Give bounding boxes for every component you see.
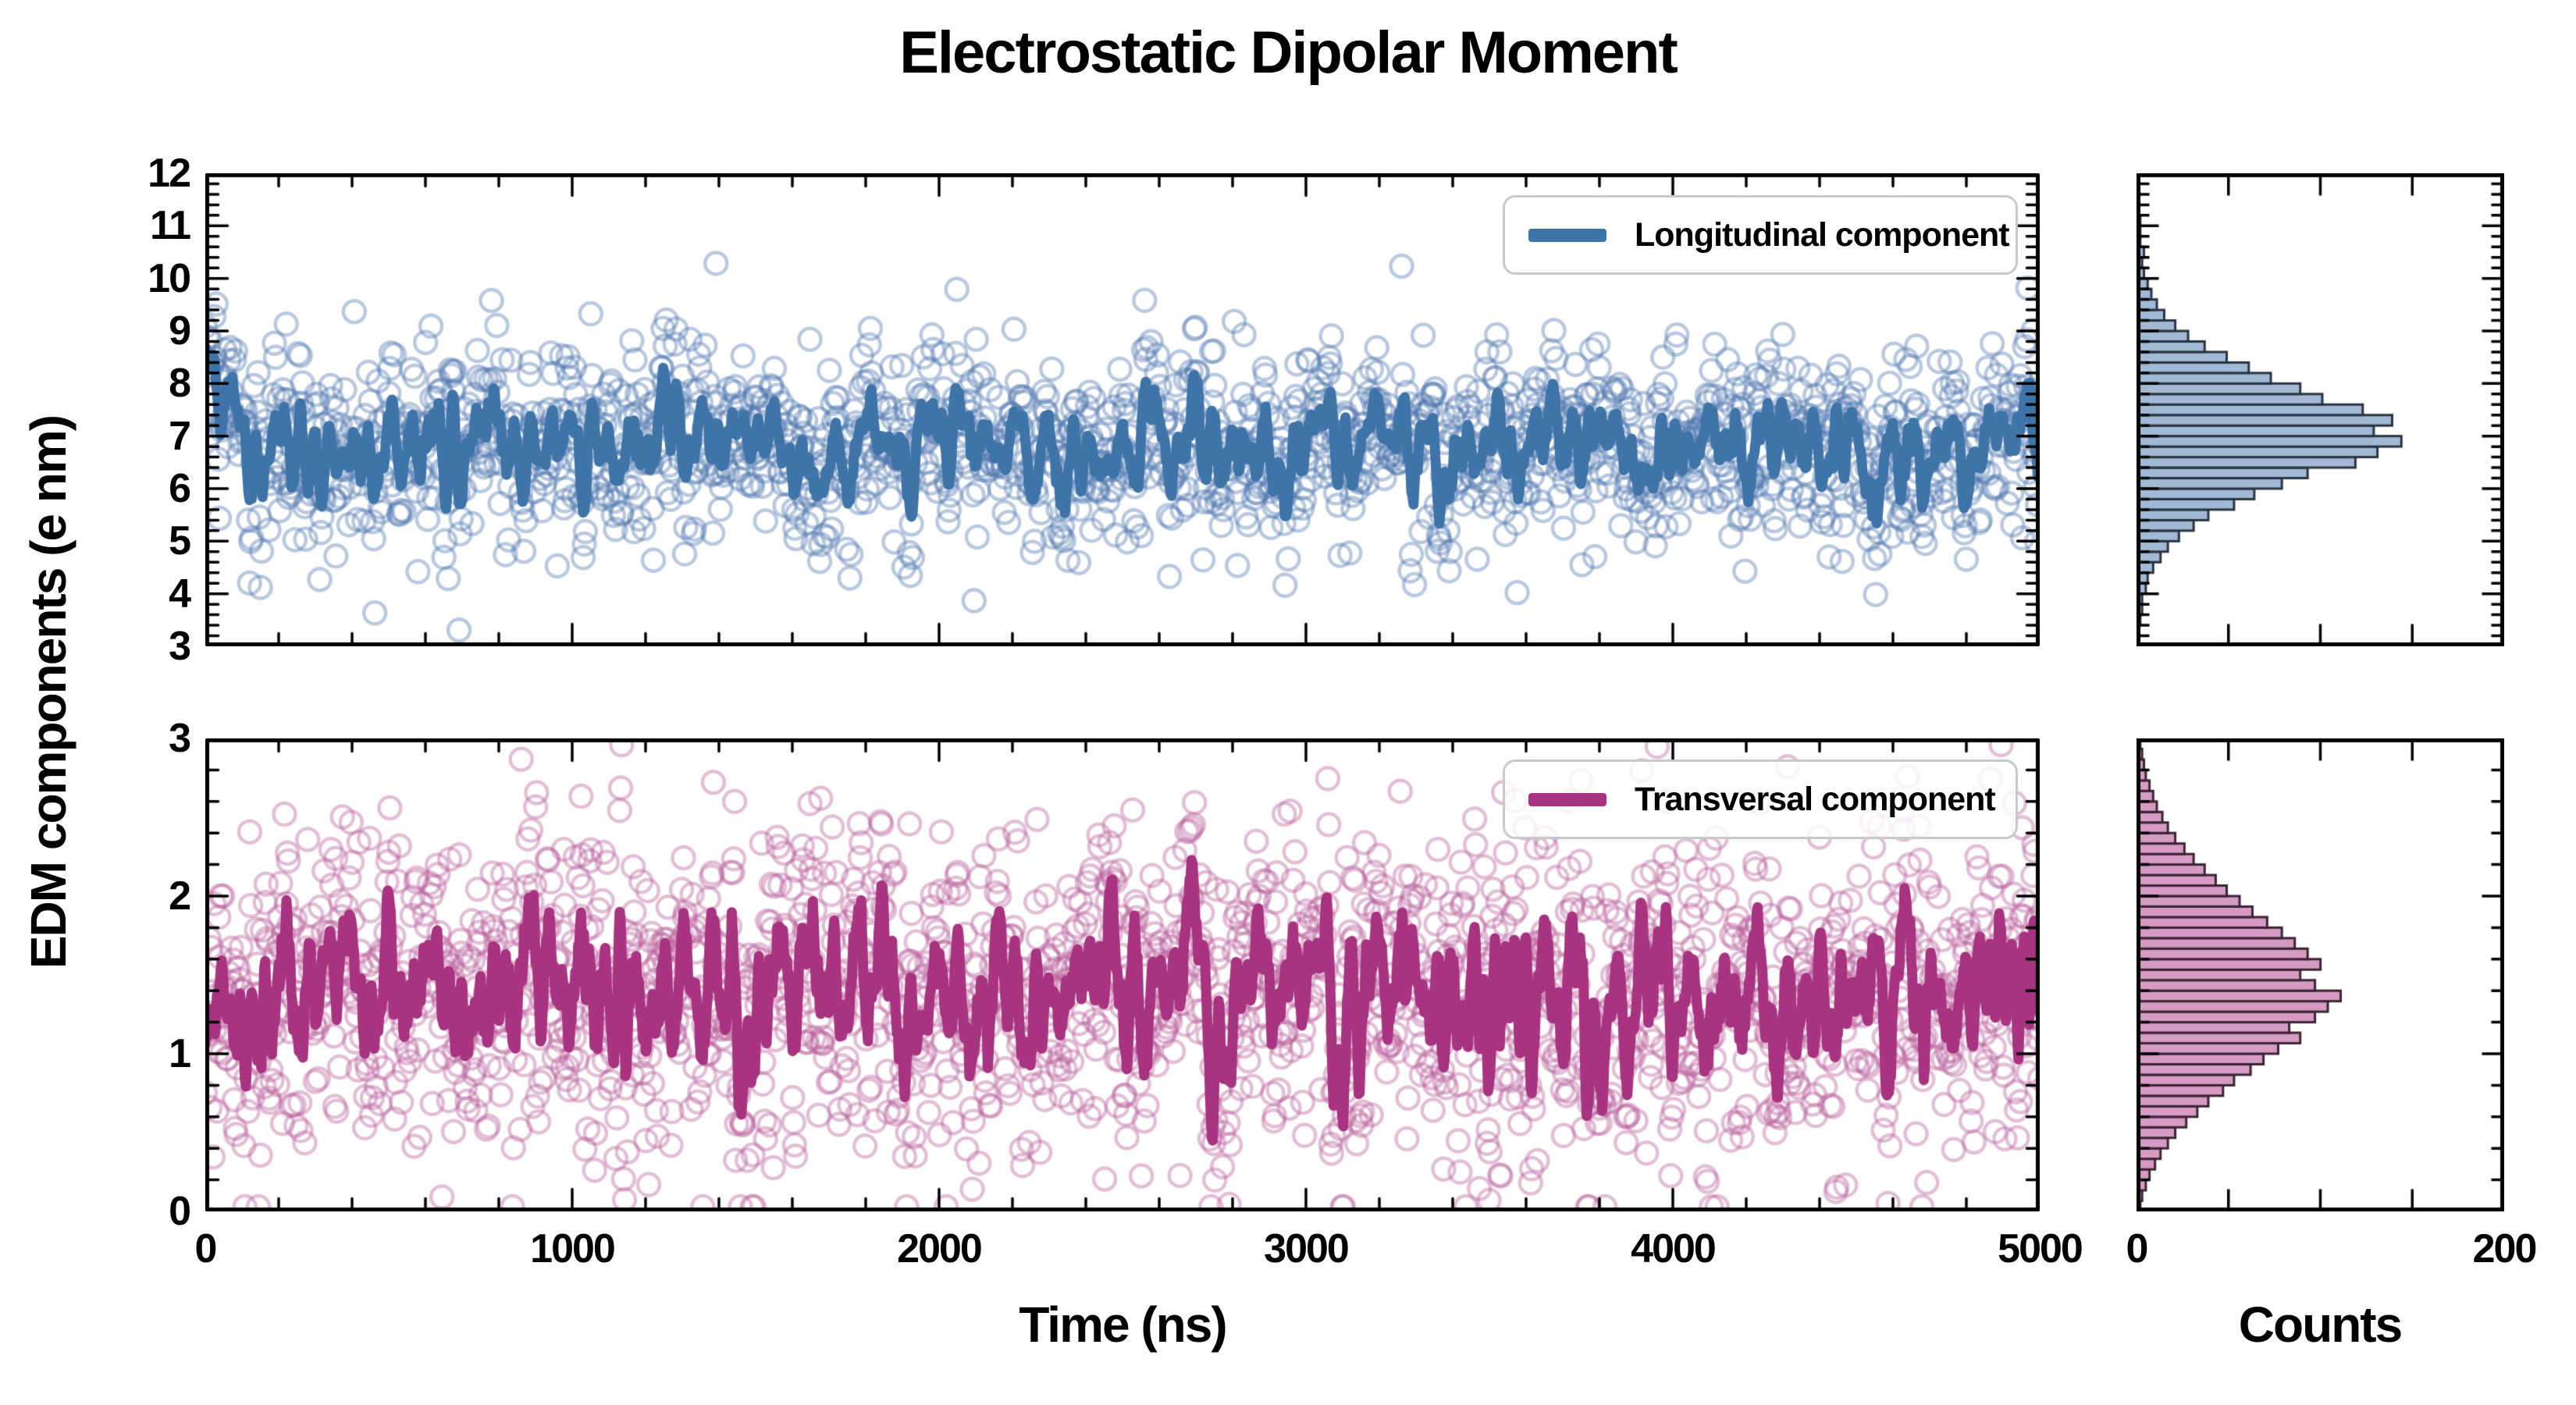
legend-transversal: Transversal component [1503, 759, 2018, 839]
y-axis-label: EDM components (e nm) [20, 415, 76, 969]
x-tick-label-time-2000: 2000 [897, 1226, 983, 1272]
y-tick-label-main-top-5: 5 [169, 518, 191, 564]
x-tick-label-counts-0: 0 [2126, 1226, 2149, 1272]
y-tick-label-main-bottom-1: 1 [169, 1031, 191, 1076]
transversal-line-swatch-icon [1528, 792, 1606, 806]
y-tick-label-main-top-8: 8 [169, 361, 191, 407]
y-tick-label-main-top-9: 9 [169, 308, 191, 354]
x-tick-label-time-4000: 4000 [1631, 1226, 1717, 1272]
counts-axis-label: Counts [2238, 1297, 2403, 1353]
legend-longitudinal-label: Longitudinal component [1635, 215, 2010, 254]
y-tick-label-main-top-10: 10 [148, 255, 191, 301]
y-tick-label-main-bottom-3: 3 [169, 716, 191, 761]
transversal-histogram-canvas [2137, 738, 2504, 1211]
x-tick-label-time-1000: 1000 [530, 1226, 616, 1272]
longitudinal-histogram-canvas [2137, 173, 2504, 646]
longitudinal-line-swatch-icon [1528, 228, 1606, 242]
y-tick-label-main-bottom-2: 2 [169, 873, 191, 919]
figure-title: Electrostatic Dipolar Moment [899, 20, 1678, 86]
legend-longitudinal: Longitudinal component [1503, 195, 2018, 275]
x-tick-label-time-0: 0 [194, 1226, 218, 1272]
y-tick-label-main-top-6: 6 [169, 466, 191, 511]
y-tick-label-main-top-7: 7 [169, 413, 191, 459]
legend-transversal-label: Transversal component [1635, 780, 1996, 818]
y-tick-label-main-bottom-0: 0 [169, 1189, 191, 1234]
y-tick-label-main-top-11: 11 [150, 203, 191, 249]
y-tick-label-main-top-3: 3 [169, 624, 191, 669]
x-tick-label-time-3000: 3000 [1264, 1226, 1350, 1272]
y-tick-label-main-top-4: 4 [169, 571, 191, 617]
x-tick-label-counts-200: 200 [2472, 1226, 2538, 1272]
x-tick-label-time-5000: 5000 [1998, 1226, 2083, 1272]
y-tick-label-main-top-12: 12 [148, 151, 191, 196]
x-axis-label: Time (ns) [1019, 1297, 1227, 1353]
